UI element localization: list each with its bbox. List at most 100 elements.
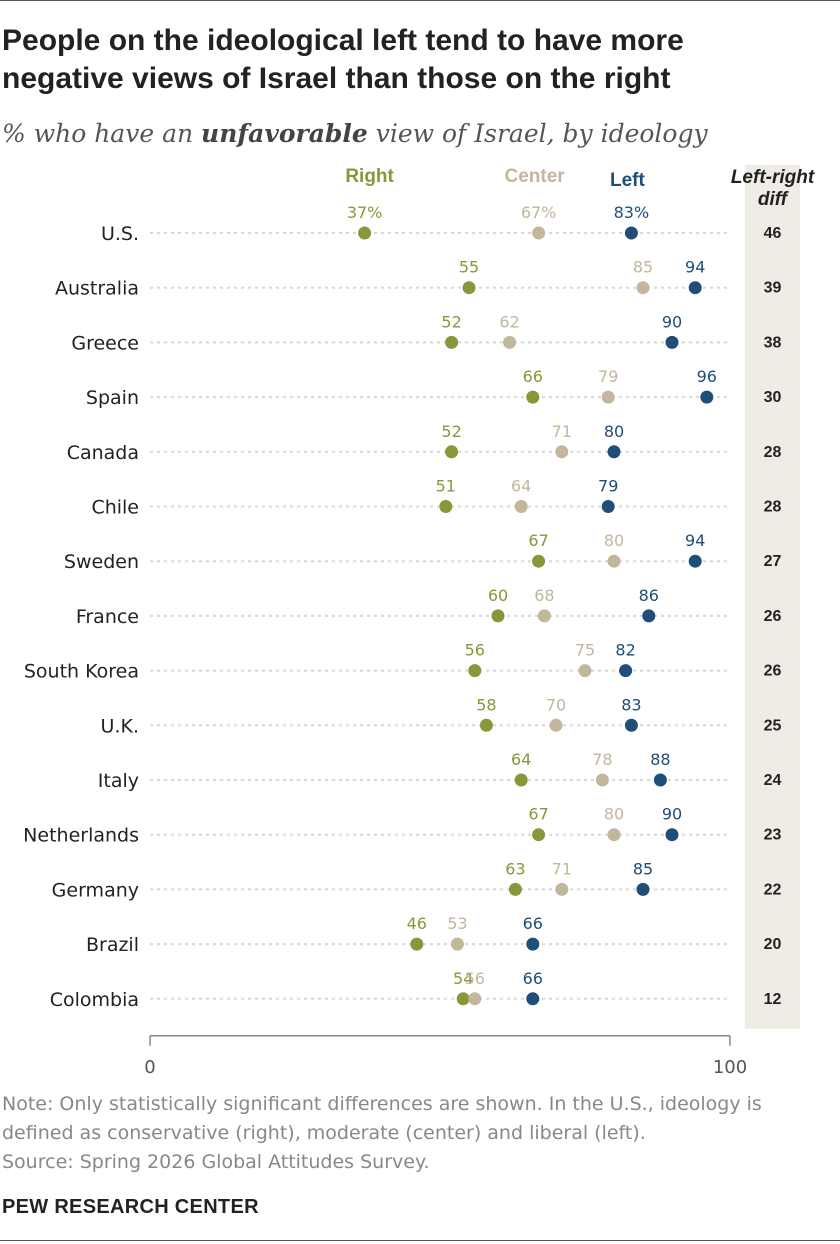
dot-left xyxy=(526,992,540,1006)
dot-right xyxy=(526,390,540,404)
diff-value: 25 xyxy=(764,717,782,734)
value-label-left: 83% xyxy=(614,203,650,222)
subtitle-suffix: view of Israel, by ideology xyxy=(375,119,708,148)
value-label-center: 71 xyxy=(552,859,572,878)
diff-value: 24 xyxy=(764,772,782,789)
value-label-right: 46 xyxy=(407,914,427,933)
legend-left-label: Left xyxy=(610,170,646,191)
value-label-left: 86 xyxy=(639,586,659,605)
x-tick-label: 100 xyxy=(713,1057,747,1075)
value-label-left: 90 xyxy=(662,805,682,824)
diff-value: 46 xyxy=(764,225,782,242)
dot-right xyxy=(439,500,453,513)
top-rule xyxy=(0,0,840,1)
value-label-left: 96 xyxy=(697,367,717,386)
note-line: Note: Only statistically significant dif… xyxy=(2,1093,762,1115)
value-label-center: 78 xyxy=(592,750,612,769)
value-label-center: 80 xyxy=(604,531,624,550)
dot-right xyxy=(410,937,424,951)
country-label: Canada xyxy=(67,442,139,464)
dot-center xyxy=(555,445,569,459)
value-label-right: 63 xyxy=(505,859,525,878)
country-label: U.S. xyxy=(101,223,139,245)
diff-value: 28 xyxy=(764,444,782,461)
dot-left xyxy=(624,718,638,732)
country-label: Sweden xyxy=(64,551,139,573)
dot-left xyxy=(665,828,679,842)
dot-left xyxy=(526,937,540,951)
value-label-left: 85 xyxy=(633,859,653,878)
bottom-rule xyxy=(0,1240,840,1241)
value-label-right: 56 xyxy=(465,641,485,660)
dot-left xyxy=(700,390,714,404)
legend-center-label: Center xyxy=(505,166,566,187)
dot-right xyxy=(358,226,372,240)
dot-center xyxy=(503,335,517,349)
diff-value: 27 xyxy=(764,553,782,570)
dot-right xyxy=(456,992,470,1006)
dot-center xyxy=(532,226,546,240)
dot-right xyxy=(479,718,493,732)
dot-left xyxy=(624,226,638,240)
diff-value: 26 xyxy=(764,608,782,625)
dot-center xyxy=(468,992,482,1006)
dot-center xyxy=(595,773,609,787)
country-label: Greece xyxy=(71,332,139,354)
diff-value: 26 xyxy=(764,663,782,680)
value-label-right: 55 xyxy=(459,258,479,277)
dot-left xyxy=(688,281,702,295)
dot-left xyxy=(653,773,667,787)
value-label-right: 52 xyxy=(441,422,461,441)
value-label-center: 80 xyxy=(604,805,624,824)
dot-right xyxy=(514,773,528,787)
country-label: Germany xyxy=(52,879,139,901)
value-label-left: 94 xyxy=(685,531,705,550)
dot-center xyxy=(537,609,551,623)
dot-right xyxy=(508,882,522,896)
value-label-left: 88 xyxy=(650,750,670,769)
chart-subtitle: % who have an unfavorable view of Israel… xyxy=(2,118,802,150)
diff-value: 38 xyxy=(764,334,782,351)
dot-center xyxy=(555,882,569,896)
country-label: Australia xyxy=(55,278,139,300)
value-label-right: 67 xyxy=(528,805,548,824)
value-label-left: 83 xyxy=(621,695,641,714)
source-line: Source: Spring 2026 Global Attitudes Sur… xyxy=(2,1151,430,1173)
dot-left xyxy=(665,335,679,349)
value-label-right: 54 xyxy=(453,969,473,988)
dot-center xyxy=(607,554,621,568)
value-label-right: 51 xyxy=(436,477,456,496)
diff-value: 30 xyxy=(764,389,782,406)
value-label-left: 94 xyxy=(685,258,705,277)
value-label-center: 85 xyxy=(633,258,653,277)
value-label-center: 53 xyxy=(447,914,467,933)
dot-right xyxy=(462,281,476,295)
country-label: South Korea xyxy=(24,661,139,683)
value-label-right: 64 xyxy=(511,750,531,769)
dot-right xyxy=(445,445,459,459)
dot-center xyxy=(578,664,592,678)
dot-left xyxy=(601,500,615,513)
dot-center xyxy=(450,937,464,951)
value-label-right: 60 xyxy=(488,586,508,605)
country-label: Spain xyxy=(86,387,139,409)
dot-left xyxy=(619,664,633,678)
country-label: U.K. xyxy=(101,715,139,737)
dot-right xyxy=(532,554,546,568)
diff-header-line2: diff xyxy=(758,189,789,210)
diff-value: 23 xyxy=(764,827,782,844)
value-label-left: 90 xyxy=(662,312,682,331)
value-label-center: 79 xyxy=(598,367,618,386)
dot-center xyxy=(636,281,650,295)
dot-center xyxy=(601,390,615,404)
value-label-center: 67% xyxy=(521,203,557,222)
value-label-right: 66 xyxy=(523,367,543,386)
value-label-center: 75 xyxy=(575,641,595,660)
value-label-center: 68 xyxy=(534,586,554,605)
value-label-right: 37% xyxy=(347,203,383,222)
value-label-left: 82 xyxy=(615,641,635,660)
diff-value: 20 xyxy=(764,936,782,953)
dot-left xyxy=(607,445,621,459)
value-label-left: 66 xyxy=(523,914,543,933)
